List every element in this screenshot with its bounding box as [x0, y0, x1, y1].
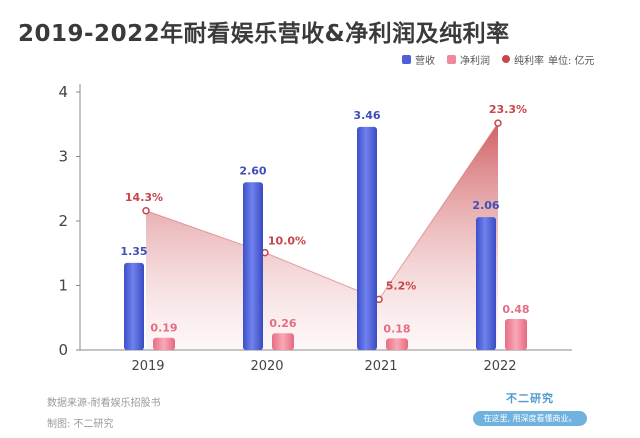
chart-title: 2019-2022年耐看娱乐营收&净利润及纯利率 [18, 21, 510, 47]
margin-line [145, 122, 499, 300]
legend-net-profit-label: 净利润 [460, 55, 490, 67]
y-tick-label: 2 [58, 212, 68, 230]
net-profit-value-label: 0.48 [502, 303, 529, 316]
legend-revenue-label: 营收 [415, 55, 435, 67]
revenue-bar [357, 126, 377, 350]
margin-value-label: 5.2% [386, 279, 417, 292]
legend-margin-label: 纯利率 [514, 55, 544, 67]
net-profit-bar [153, 337, 175, 350]
margin-point [494, 119, 502, 127]
revenue-value-label: 3.46 [353, 109, 380, 122]
margin-value-label: 10.0% [268, 235, 306, 248]
y-tick-label: 3 [58, 148, 68, 166]
x-tick-label: 2019 [131, 359, 164, 374]
revenue-bar [476, 217, 496, 350]
margin-value-label: 14.3% [125, 191, 163, 204]
x-tick-label: 2020 [250, 359, 283, 374]
x-tick-label: 2021 [364, 359, 397, 374]
net-profit-bar [505, 319, 527, 350]
y-tick-label: 4 [58, 83, 68, 101]
source-note: 数据来源-耐看娱乐招股书 [47, 398, 161, 409]
legend-unit-label: 单位: 亿元 [548, 55, 595, 67]
revenue-value-label: 2.06 [472, 199, 499, 212]
revenue-bar [243, 182, 263, 350]
net-profit-bar [386, 338, 408, 350]
net-profit-value-label: 0.18 [383, 322, 410, 335]
maker-note: 制图: 不二研究 [47, 419, 114, 430]
brand-logo: 不二研究 在这里, 用深度看懂商业。 [454, 390, 606, 426]
brand-tagline: 在这里, 用深度看懂商业。 [473, 411, 587, 426]
legend-net-profit-swatch [447, 54, 456, 64]
net-profit-value-label: 0.19 [150, 322, 177, 335]
legend-revenue-swatch [402, 54, 411, 64]
legend-margin-marker [502, 55, 510, 63]
revenue-bar [124, 262, 144, 350]
revenue-value-label: 1.35 [120, 245, 147, 258]
margin-area [146, 123, 498, 350]
margin-point [142, 207, 150, 215]
brand-name: 不二研究 [506, 392, 554, 405]
y-tick-label: 0 [58, 341, 68, 359]
revenue-value-label: 2.60 [239, 164, 266, 177]
net-profit-value-label: 0.26 [269, 317, 296, 330]
net-profit-bar [272, 333, 294, 350]
legend: 营收 净利润 纯利率 单位: 亿元 [402, 52, 595, 67]
y-tick-label: 1 [58, 277, 68, 295]
margin-value-label: 23.3% [489, 103, 527, 116]
x-tick-label: 2022 [483, 359, 516, 374]
